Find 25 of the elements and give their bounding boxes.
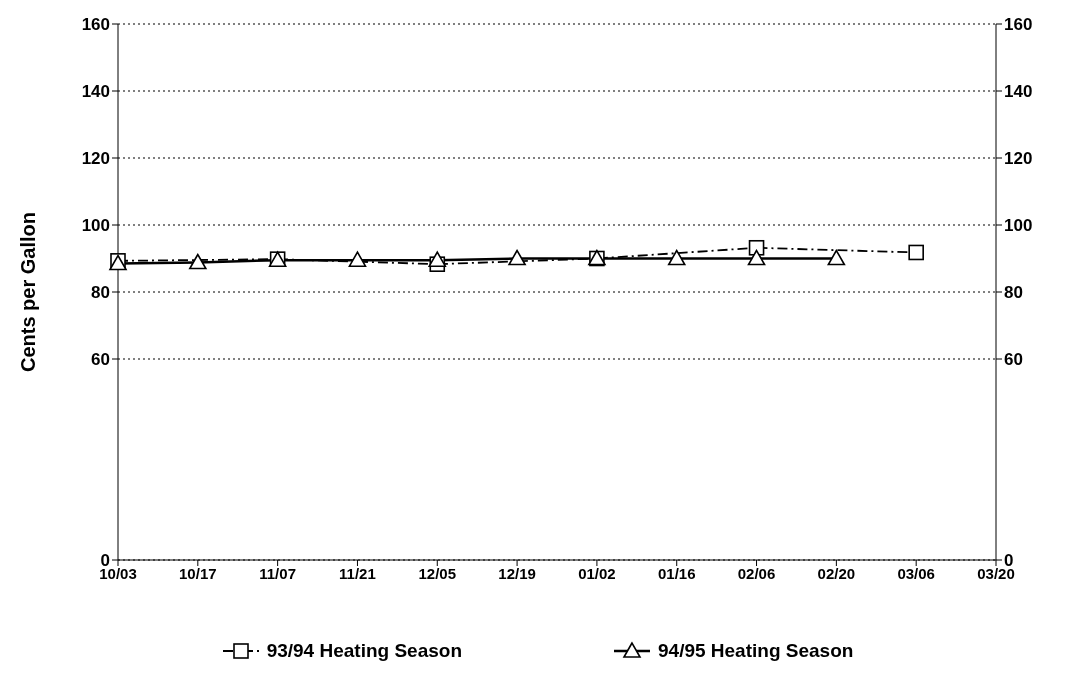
x-tick-label: 01/16 [657,564,696,582]
legend-label: 93/94 Heating Season [266,640,462,662]
y-tick-label: 60 [91,350,110,370]
y-tick-label: 120 [81,149,110,169]
x-tick-label: 11/07 [259,564,296,582]
x-tick-label: 10/17 [179,564,217,582]
y-axis-title: Cents per Gallon [17,211,40,373]
legend-label: 94/95 Heating Season [658,640,854,662]
y2-tick-label: 160 [1004,15,1033,35]
y2-tick-label: 80 [1004,283,1023,303]
x-tick-label: 01/02 [578,564,616,582]
y2-tick-label: 120 [1004,149,1033,169]
y2-tick-label: 100 [1004,216,1033,236]
y-tick-label: 160 [81,15,110,35]
x-tick-label: 02/06 [737,564,776,582]
x-tick-label: 02/20 [817,564,856,582]
x-tick-label: 03/06 [897,564,935,582]
x-tick-label: 11/21 [339,564,376,582]
y-tick-label: 80 [91,283,110,303]
y-tick-label: 100 [81,216,110,236]
y2-tick-label: 140 [1004,82,1033,102]
x-tick-label: 12/05 [418,564,457,582]
x-tick-label: 12/19 [498,564,536,582]
y-tick-label: 140 [81,82,110,102]
y2-tick-label: 60 [1004,350,1023,370]
